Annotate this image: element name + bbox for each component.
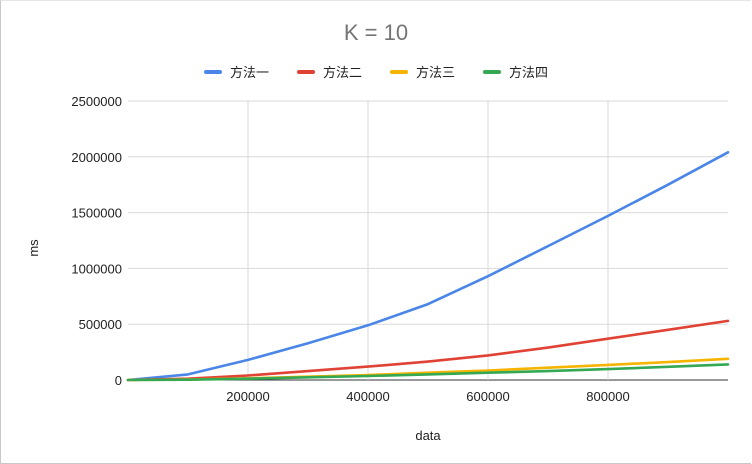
y-tick-label: 1500000 xyxy=(71,206,122,221)
y-tick-label: 0 xyxy=(115,373,122,388)
legend: 方法一 方法二 方法三 方法四 xyxy=(0,62,752,81)
legend-item-series-4[interactable]: 方法四 xyxy=(483,62,548,81)
y-tick-label: 1000000 xyxy=(71,261,122,276)
y-tick-label: 500000 xyxy=(79,317,122,332)
legend-swatch-series-1 xyxy=(203,69,222,74)
legend-item-series-3[interactable]: 方法三 xyxy=(390,62,455,81)
y-axis-title: ms xyxy=(26,239,41,257)
chart-title: K = 10 xyxy=(343,20,409,45)
series-line-1 xyxy=(126,151,730,382)
legend-label-series-3: 方法三 xyxy=(416,65,456,80)
x-tick-label: 400000 xyxy=(346,389,389,404)
legend-swatch-series-3 xyxy=(390,69,408,74)
legend-item-series-1[interactable]: 方法一 xyxy=(203,62,269,81)
y-tick-label: 2000000 xyxy=(71,150,122,165)
x-axis-title: data xyxy=(415,428,441,443)
series-line-4 xyxy=(126,363,730,382)
legend-label-series-1: 方法一 xyxy=(229,65,269,80)
legend-swatch-series-2 xyxy=(296,69,315,74)
series-line-2 xyxy=(126,319,730,382)
y-tick-label: 2500000 xyxy=(71,94,122,109)
legend-label-series-2: 方法二 xyxy=(322,65,362,80)
legend-swatch-series-4 xyxy=(483,69,502,74)
legend-item-series-2[interactable]: 方法二 xyxy=(296,62,362,81)
x-tick-label: 800000 xyxy=(586,389,629,404)
x-tick-label: 600000 xyxy=(466,389,509,404)
x-tick-label: 200000 xyxy=(226,389,269,404)
legend-label-series-4: 方法四 xyxy=(509,65,549,80)
